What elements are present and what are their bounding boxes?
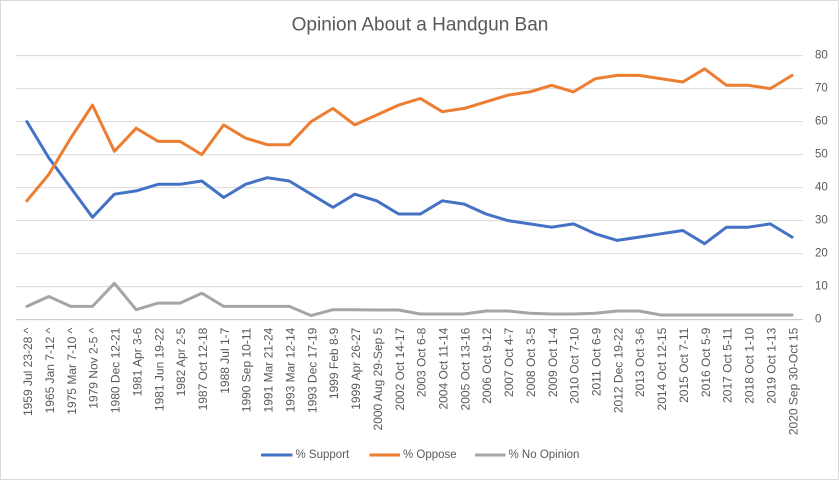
svg-text:0: 0 (815, 314, 821, 326)
svg-text:1980 Dec 12-21: 1980 Dec 12-21 (109, 327, 123, 413)
svg-text:% Oppose: % Oppose (403, 449, 457, 461)
svg-text:50: 50 (815, 149, 828, 161)
svg-text:% Support: % Support (296, 449, 351, 461)
svg-text:1999 Feb 8-9: 1999 Feb 8-9 (327, 327, 341, 399)
svg-text:2016 Oct 5-9: 2016 Oct 5-9 (699, 327, 713, 397)
svg-text:2005 Oct 13-16: 2005 Oct 13-16 (458, 327, 472, 410)
svg-text:1988 Jul 1-7: 1988 Jul 1-7 (218, 327, 232, 393)
svg-text:1965 Jan 7-12 ^: 1965 Jan 7-12 ^ (43, 327, 57, 413)
svg-text:40: 40 (815, 182, 828, 194)
svg-text:2017 Oct 5-11: 2017 Oct 5-11 (721, 327, 735, 402)
svg-text:2000 Aug 29-Sep 5: 2000 Aug 29-Sep 5 (371, 327, 385, 430)
svg-text:2008 Oct 3-5: 2008 Oct 3-5 (524, 327, 538, 397)
svg-text:1982 Apr 2-5: 1982 Apr 2-5 (174, 327, 188, 396)
svg-text:2013 Oct 3-6: 2013 Oct 3-6 (633, 327, 647, 397)
svg-text:80: 80 (815, 50, 828, 62)
svg-text:2019 Oct 1-13: 2019 Oct 1-13 (764, 327, 778, 403)
svg-text:2004 Oct 11-14: 2004 Oct 11-14 (437, 327, 451, 409)
svg-text:1993 Dec 17-19: 1993 Dec 17-19 (305, 327, 319, 413)
svg-text:1981 Jun 19-22: 1981 Jun 19-22 (152, 327, 166, 411)
svg-text:10: 10 (815, 281, 828, 293)
svg-text:1991 Mar 21-24: 1991 Mar 21-24 (262, 327, 276, 412)
svg-text:2015 Oct 7-11: 2015 Oct 7-11 (677, 327, 691, 402)
svg-text:1987 Oct 12-18: 1987 Oct 12-18 (196, 327, 210, 410)
svg-text:% No Opinion: % No Opinion (509, 449, 580, 461)
svg-text:1993 Mar 12-14: 1993 Mar 12-14 (284, 327, 298, 412)
svg-text:2006 Oct 9-12: 2006 Oct 9-12 (480, 327, 494, 403)
svg-text:30: 30 (815, 215, 828, 227)
svg-text:1999 Apr 26-27: 1999 Apr 26-27 (349, 327, 363, 409)
svg-text:2002 Oct 14-17: 2002 Oct 14-17 (393, 327, 407, 410)
svg-text:1959 Jul 23-28 ^: 1959 Jul 23-28 ^ (21, 327, 35, 416)
svg-text:2011 Oct 6-9: 2011 Oct 6-9 (590, 327, 604, 396)
svg-text:20: 20 (815, 248, 828, 260)
svg-text:2020 Sep 30-Oct 15: 2020 Sep 30-Oct 15 (786, 327, 800, 435)
svg-text:2018 Oct 1-10: 2018 Oct 1-10 (743, 327, 757, 403)
svg-text:1981 Apr 3-6: 1981 Apr 3-6 (130, 327, 144, 396)
svg-text:1990 Sep 10-11: 1990 Sep 10-11 (240, 327, 254, 412)
svg-text:1975 Mar 7-10 ^: 1975 Mar 7-10 ^ (65, 327, 79, 414)
svg-text:2007 Oct 4-7: 2007 Oct 4-7 (502, 327, 516, 397)
svg-text:60: 60 (815, 116, 828, 128)
svg-text:2014 Oct 12-15: 2014 Oct 12-15 (655, 327, 669, 410)
svg-text:2009 Oct 1-4: 2009 Oct 1-4 (546, 327, 560, 397)
svg-text:70: 70 (815, 83, 828, 95)
svg-text:2012 Dec 19-22: 2012 Dec 19-22 (611, 327, 625, 413)
svg-text:2010 Oct 7-10: 2010 Oct 7-10 (568, 327, 582, 403)
svg-text:1979 Nov 2-5 ^: 1979 Nov 2-5 ^ (87, 327, 101, 408)
svg-text:2003 Oct 6-8: 2003 Oct 6-8 (415, 327, 429, 397)
svg-text:Opinion About a Handgun Ban: Opinion About a Handgun Ban (292, 15, 549, 36)
